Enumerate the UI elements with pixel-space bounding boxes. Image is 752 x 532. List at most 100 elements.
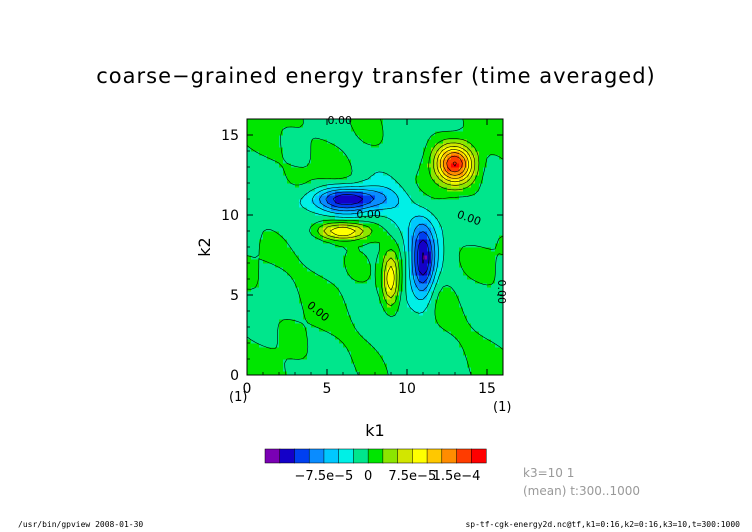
heat-cell [383, 243, 388, 248]
heat-cell [295, 187, 300, 192]
heat-cell [455, 347, 460, 352]
heat-cell [479, 195, 484, 200]
heat-cell [475, 295, 480, 300]
heat-cell [307, 159, 312, 164]
heat-cell [459, 311, 464, 316]
heat-cell [335, 299, 340, 304]
heat-cell [359, 135, 364, 140]
heat-cell [411, 323, 416, 328]
heat-cell [287, 355, 292, 360]
heat-cell [399, 283, 404, 288]
heat-cell [323, 327, 328, 332]
heat-cell [343, 311, 348, 316]
heat-cell [271, 263, 276, 268]
heat-cell [451, 223, 456, 228]
heat-cell [303, 327, 308, 332]
heat-cell [279, 195, 284, 200]
heat-cell [491, 287, 496, 292]
heat-cell [327, 183, 332, 188]
heat-cell [479, 191, 484, 196]
heat-cell [283, 223, 288, 228]
heat-cell [411, 191, 416, 196]
heat-cell [407, 371, 412, 376]
heat-cell [475, 279, 480, 284]
heat-cell [303, 251, 308, 256]
heat-cell [311, 127, 316, 132]
heat-cell [327, 231, 332, 236]
heat-cell [383, 335, 388, 340]
heat-cell [275, 259, 280, 264]
heat-cell [255, 235, 260, 240]
heat-cell [371, 351, 376, 356]
heat-cell [435, 267, 440, 272]
heat-cell [427, 203, 432, 208]
heat-cell [447, 319, 452, 324]
heat-cell [419, 279, 424, 284]
heat-cell [475, 271, 480, 276]
heat-cell [427, 359, 432, 364]
heat-cell [479, 183, 484, 188]
heat-cell [251, 239, 256, 244]
heat-cell [415, 287, 420, 292]
heat-cell [463, 183, 468, 188]
heat-cell [295, 203, 300, 208]
heat-cell [427, 211, 432, 216]
heat-cell [411, 243, 416, 248]
heat-cell [399, 311, 404, 316]
heat-cell [259, 199, 264, 204]
heat-cell [403, 219, 408, 224]
heat-cell [483, 207, 488, 212]
heat-cell [395, 171, 400, 176]
heat-cell [431, 351, 436, 356]
heat-cell [475, 119, 480, 124]
heat-cell [431, 155, 436, 160]
heat-cell [495, 287, 500, 292]
heat-cell [255, 187, 260, 192]
heat-cell [403, 367, 408, 372]
heat-cell [495, 243, 500, 248]
heat-cell [467, 135, 472, 140]
heat-cell [459, 339, 464, 344]
heat-cell [299, 319, 304, 324]
heat-cell [455, 339, 460, 344]
heat-cell [295, 139, 300, 144]
heat-cell [331, 271, 336, 276]
heat-cell [455, 367, 460, 372]
heat-cell [403, 127, 408, 132]
heat-cell [495, 367, 500, 372]
heat-cell [443, 251, 448, 256]
heat-cell [323, 371, 328, 376]
heat-cell [431, 207, 436, 212]
heat-cell [363, 151, 368, 156]
heat-cell [499, 367, 504, 372]
heat-cell [439, 231, 444, 236]
heat-cell [471, 207, 476, 212]
heat-cell [427, 319, 432, 324]
heat-cell [439, 335, 444, 340]
heat-cell [479, 367, 484, 372]
heat-cell [427, 187, 432, 192]
heat-cell [479, 235, 484, 240]
heat-cell [331, 303, 336, 308]
heat-cell [451, 131, 456, 136]
heat-cell [259, 275, 264, 280]
heat-cell [263, 323, 268, 328]
heat-cell [459, 291, 464, 296]
colorbar [264, 448, 487, 464]
heat-cell [451, 119, 456, 124]
heat-cell [411, 259, 416, 264]
heat-cell [407, 319, 412, 324]
heat-cell [271, 235, 276, 240]
heat-cell [447, 203, 452, 208]
heat-cell [475, 291, 480, 296]
heat-cell [307, 191, 312, 196]
heat-cell [427, 231, 432, 236]
heat-cell [343, 195, 348, 200]
heat-cell [343, 343, 348, 348]
heat-cell [371, 159, 376, 164]
heat-cell [355, 239, 360, 244]
heat-cell [387, 359, 392, 364]
heat-cell [487, 251, 492, 256]
heat-cell [423, 163, 428, 168]
heat-cell [479, 299, 484, 304]
